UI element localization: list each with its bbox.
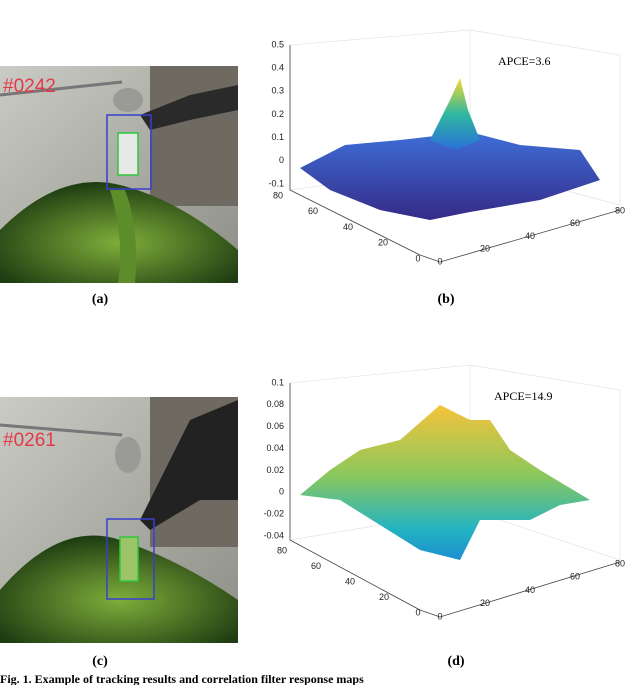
x-tick-label: 0	[415, 607, 420, 617]
x-tick-label: 60	[311, 561, 321, 571]
y-tick-label: 80	[615, 205, 625, 215]
z-tick-label: 0.4	[271, 63, 284, 73]
photo	[0, 66, 238, 283]
z-tick-label: 0.04	[266, 443, 284, 453]
x-tick-label: 60	[308, 206, 318, 216]
x-tick-label: 40	[343, 222, 353, 232]
x-tick-label: 20	[378, 238, 388, 248]
caption: Fig. 1. Example of tracking results and …	[0, 672, 364, 685]
z-tick-label: 0.3	[271, 86, 284, 96]
surface	[300, 78, 600, 560]
z-tick-label: -0.04	[263, 530, 284, 540]
z-tick-label: 0.1	[271, 377, 284, 387]
y-tick-label: 40	[525, 585, 535, 595]
z-tick-label: -0.02	[263, 509, 284, 519]
y-tick-label: 40	[525, 231, 535, 241]
z-tick-label: 0	[279, 487, 284, 497]
panel-label: (d)	[447, 654, 464, 669]
y-tick-label: 0	[437, 611, 442, 621]
z-tick-label: 0.5	[271, 39, 284, 49]
panel-label: (a)	[92, 292, 109, 307]
photo	[0, 397, 238, 643]
y-tick-label: 80	[615, 558, 625, 568]
x-tick-label: 80	[273, 190, 283, 200]
x-tick-label: 0	[415, 253, 420, 263]
x-tick-label: 20	[379, 592, 389, 602]
x-tick-label: 80	[277, 545, 287, 555]
y-tick-label: 20	[480, 244, 490, 254]
frame-number: #0261	[3, 430, 56, 451]
panel-label: (c)	[92, 654, 108, 669]
y-tick-label: 60	[570, 572, 580, 582]
z-tick-label: 0.1	[271, 132, 284, 142]
z-tick-label: 0.2	[271, 109, 284, 119]
z-tick-label: 0.06	[266, 421, 284, 431]
y-tick-label: 60	[570, 218, 580, 228]
annotation: APCE=14.9	[494, 389, 552, 403]
y-tick-label: 0	[437, 256, 442, 266]
z-tick-label: 0.08	[266, 399, 284, 409]
z-tick-label: -0.1	[268, 178, 284, 188]
panel-label: (b)	[437, 292, 454, 307]
frame-number: #0242	[3, 76, 56, 97]
z-tick-label: 0.02	[266, 465, 284, 475]
annotation: APCE=3.6	[498, 54, 550, 68]
y-tick-label: 20	[480, 598, 490, 608]
x-tick-label: 40	[345, 576, 355, 586]
z-tick-label: 0	[279, 155, 284, 165]
